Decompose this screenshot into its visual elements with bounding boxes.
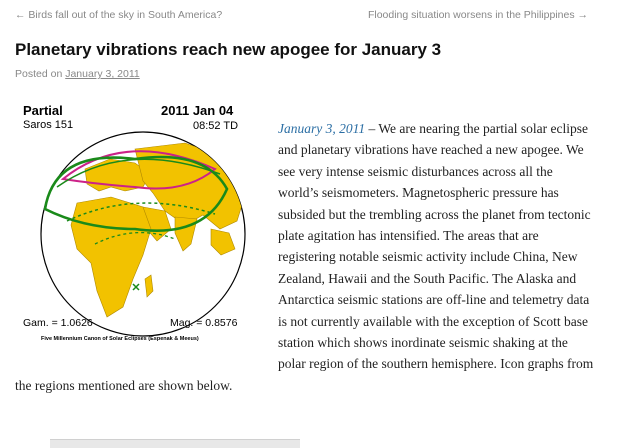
- greatest-eclipse-marker: [132, 283, 140, 291]
- saros-label: Saros 151: [23, 119, 74, 131]
- post-date-link[interactable]: January 3, 2011: [65, 68, 140, 80]
- eclipse-map-figure: Partial Saros 151 2011 Jan 04 08:52 TD G…: [15, 99, 270, 347]
- post-meta: Posted on January 3, 2011: [15, 68, 140, 80]
- madagascar-landmass: [144, 274, 154, 298]
- post-title: Planetary vibrations reach new apogee fo…: [15, 40, 442, 59]
- figure-float-spacer: [15, 118, 278, 373]
- eclipse-time-label: 08:52 TD: [193, 120, 239, 132]
- africa-landmass: [70, 196, 152, 318]
- icon-graphs-strip: [50, 439, 300, 448]
- eclipse-dashed-curve: [66, 202, 216, 222]
- eclipse-globe: [40, 131, 246, 337]
- eclipse-type-label: Partial: [23, 103, 63, 118]
- figure-caption: Five Millennium Canon of Solar Eclipses …: [41, 336, 199, 342]
- magnitude-label: Mag. = 0.8576: [170, 317, 238, 329]
- posted-on-label: Posted on: [15, 68, 63, 80]
- next-post-link[interactable]: Flooding situation worsens in the Philip…: [367, 9, 588, 21]
- previous-post-link[interactable]: ← Birds fall out of the sky in South Ame…: [15, 9, 223, 21]
- article-text: – We are nearing the partial solar eclip…: [15, 121, 594, 393]
- eclipse-outline-curve: [43, 155, 229, 232]
- eclipse-date-label: 2011 Jan 04: [161, 103, 234, 118]
- article-dateline: January 3, 2011: [278, 121, 366, 136]
- eclipse-dashed-curve-2: [94, 231, 176, 245]
- gamma-label: Gam. = 1.0626: [23, 317, 93, 329]
- article-body: January 3, 2011 – We are nearing the par…: [15, 118, 595, 396]
- se-asia-landmass: [210, 228, 236, 256]
- eclipse-limit-curve: [60, 150, 217, 190]
